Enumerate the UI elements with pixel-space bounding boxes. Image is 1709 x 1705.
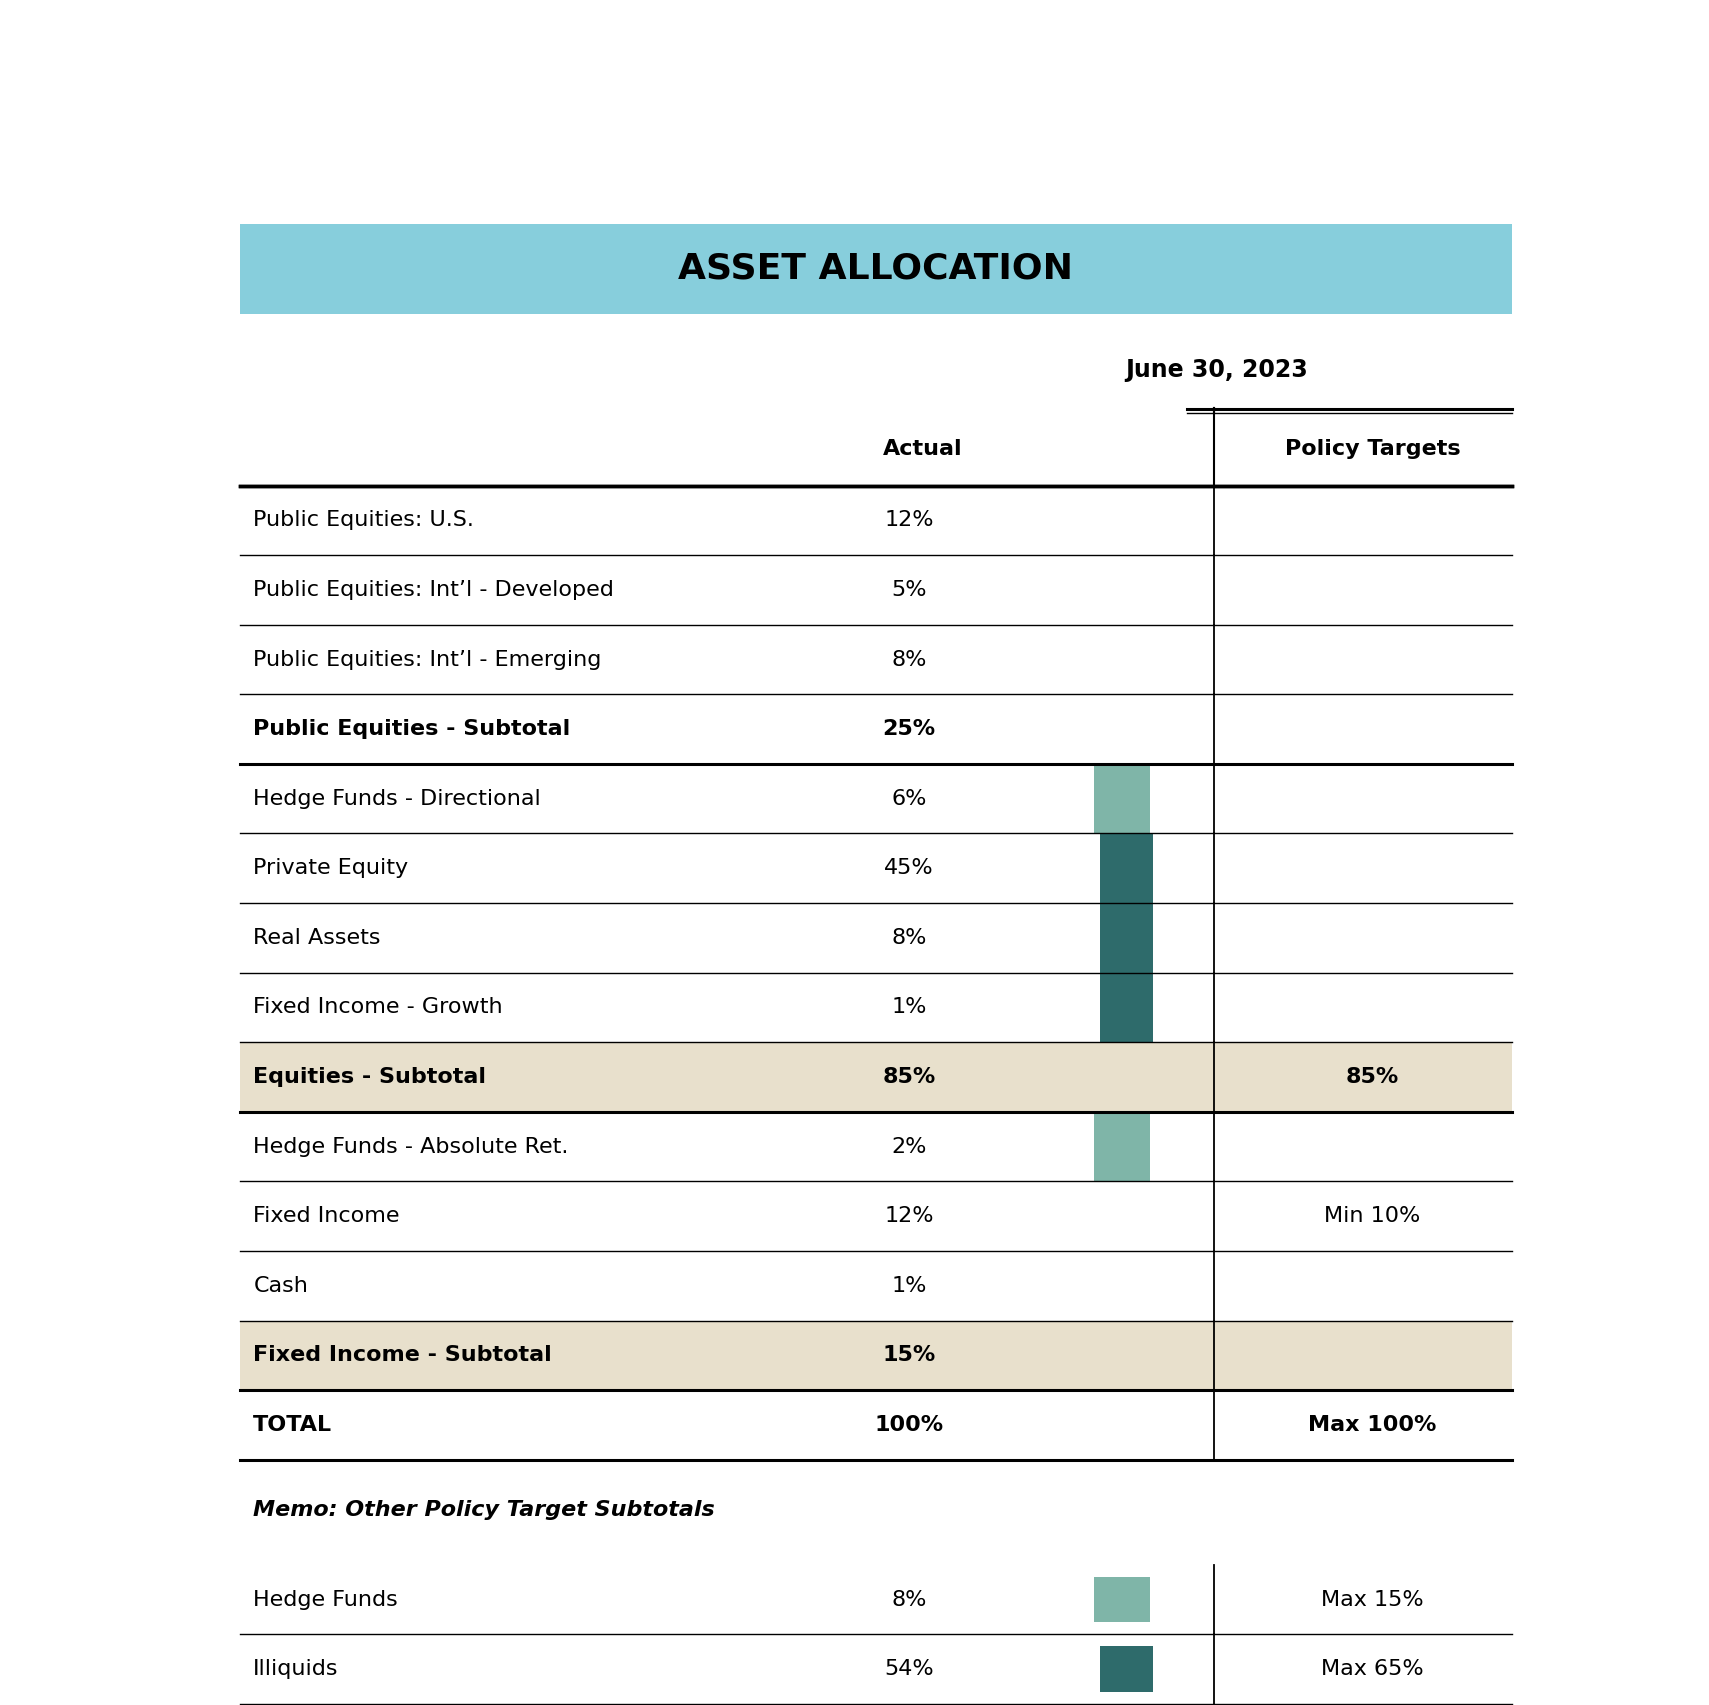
Text: Hedge Funds - Directional: Hedge Funds - Directional	[253, 789, 542, 808]
Text: Illiquids: Illiquids	[253, 1659, 338, 1679]
Text: 2%: 2%	[892, 1137, 926, 1156]
Text: Public Equities - Subtotal: Public Equities - Subtotal	[253, 720, 571, 738]
Text: 6%: 6%	[892, 789, 926, 808]
Text: Public Equities: Int’l - Emerging: Public Equities: Int’l - Emerging	[253, 650, 602, 670]
Bar	[239, 225, 1512, 314]
Text: 12%: 12%	[884, 510, 933, 530]
Bar	[1094, 1112, 1150, 1182]
Text: 85%: 85%	[882, 1067, 935, 1088]
Text: Actual: Actual	[882, 438, 962, 459]
Text: Fixed Income: Fixed Income	[253, 1205, 400, 1226]
Text: Equities - Subtotal: Equities - Subtotal	[253, 1067, 487, 1088]
Text: Private Equity: Private Equity	[253, 858, 408, 878]
Text: TOTAL: TOTAL	[253, 1415, 333, 1436]
Bar	[1094, 764, 1150, 834]
Text: Max 15%: Max 15%	[1321, 1589, 1424, 1610]
Text: Public Equities: Int’l - Developed: Public Equities: Int’l - Developed	[253, 580, 614, 600]
Text: 45%: 45%	[884, 858, 933, 878]
Text: Public Equities: U.S.: Public Equities: U.S.	[253, 510, 473, 530]
Text: Memo: Other Policy Target Subtotals: Memo: Other Policy Target Subtotals	[253, 1500, 714, 1519]
Text: 54%: 54%	[884, 1659, 933, 1679]
Text: ASSET ALLOCATION: ASSET ALLOCATION	[678, 252, 1073, 286]
Text: 8%: 8%	[892, 1589, 926, 1610]
Text: 8%: 8%	[892, 928, 926, 948]
Text: Fixed Income - Subtotal: Fixed Income - Subtotal	[253, 1345, 552, 1366]
Text: June 30, 2023: June 30, 2023	[1126, 358, 1309, 382]
Text: 12%: 12%	[884, 1205, 933, 1226]
Text: Cash: Cash	[253, 1275, 308, 1296]
Text: 100%: 100%	[875, 1415, 943, 1436]
Text: Real Assets: Real Assets	[253, 928, 381, 948]
Text: Max 65%: Max 65%	[1321, 1659, 1424, 1679]
Bar	[239, 1042, 1512, 1112]
Text: 1%: 1%	[892, 1275, 926, 1296]
Text: 1%: 1%	[892, 997, 926, 1018]
Text: 8%: 8%	[892, 650, 926, 670]
Text: 5%: 5%	[890, 580, 926, 600]
Bar	[1099, 1647, 1152, 1691]
Bar	[239, 1321, 1512, 1390]
Bar	[1094, 1577, 1150, 1621]
Text: Min 10%: Min 10%	[1324, 1205, 1420, 1226]
Text: 25%: 25%	[882, 720, 935, 738]
Text: Fixed Income - Growth: Fixed Income - Growth	[253, 997, 502, 1018]
Bar	[1099, 834, 1152, 1042]
Text: 85%: 85%	[1347, 1067, 1400, 1088]
Text: Policy Targets: Policy Targets	[1285, 438, 1461, 459]
Text: Hedge Funds - Absolute Ret.: Hedge Funds - Absolute Ret.	[253, 1137, 569, 1156]
Text: 15%: 15%	[882, 1345, 935, 1366]
Text: Hedge Funds: Hedge Funds	[253, 1589, 398, 1610]
Text: Max 100%: Max 100%	[1309, 1415, 1437, 1436]
